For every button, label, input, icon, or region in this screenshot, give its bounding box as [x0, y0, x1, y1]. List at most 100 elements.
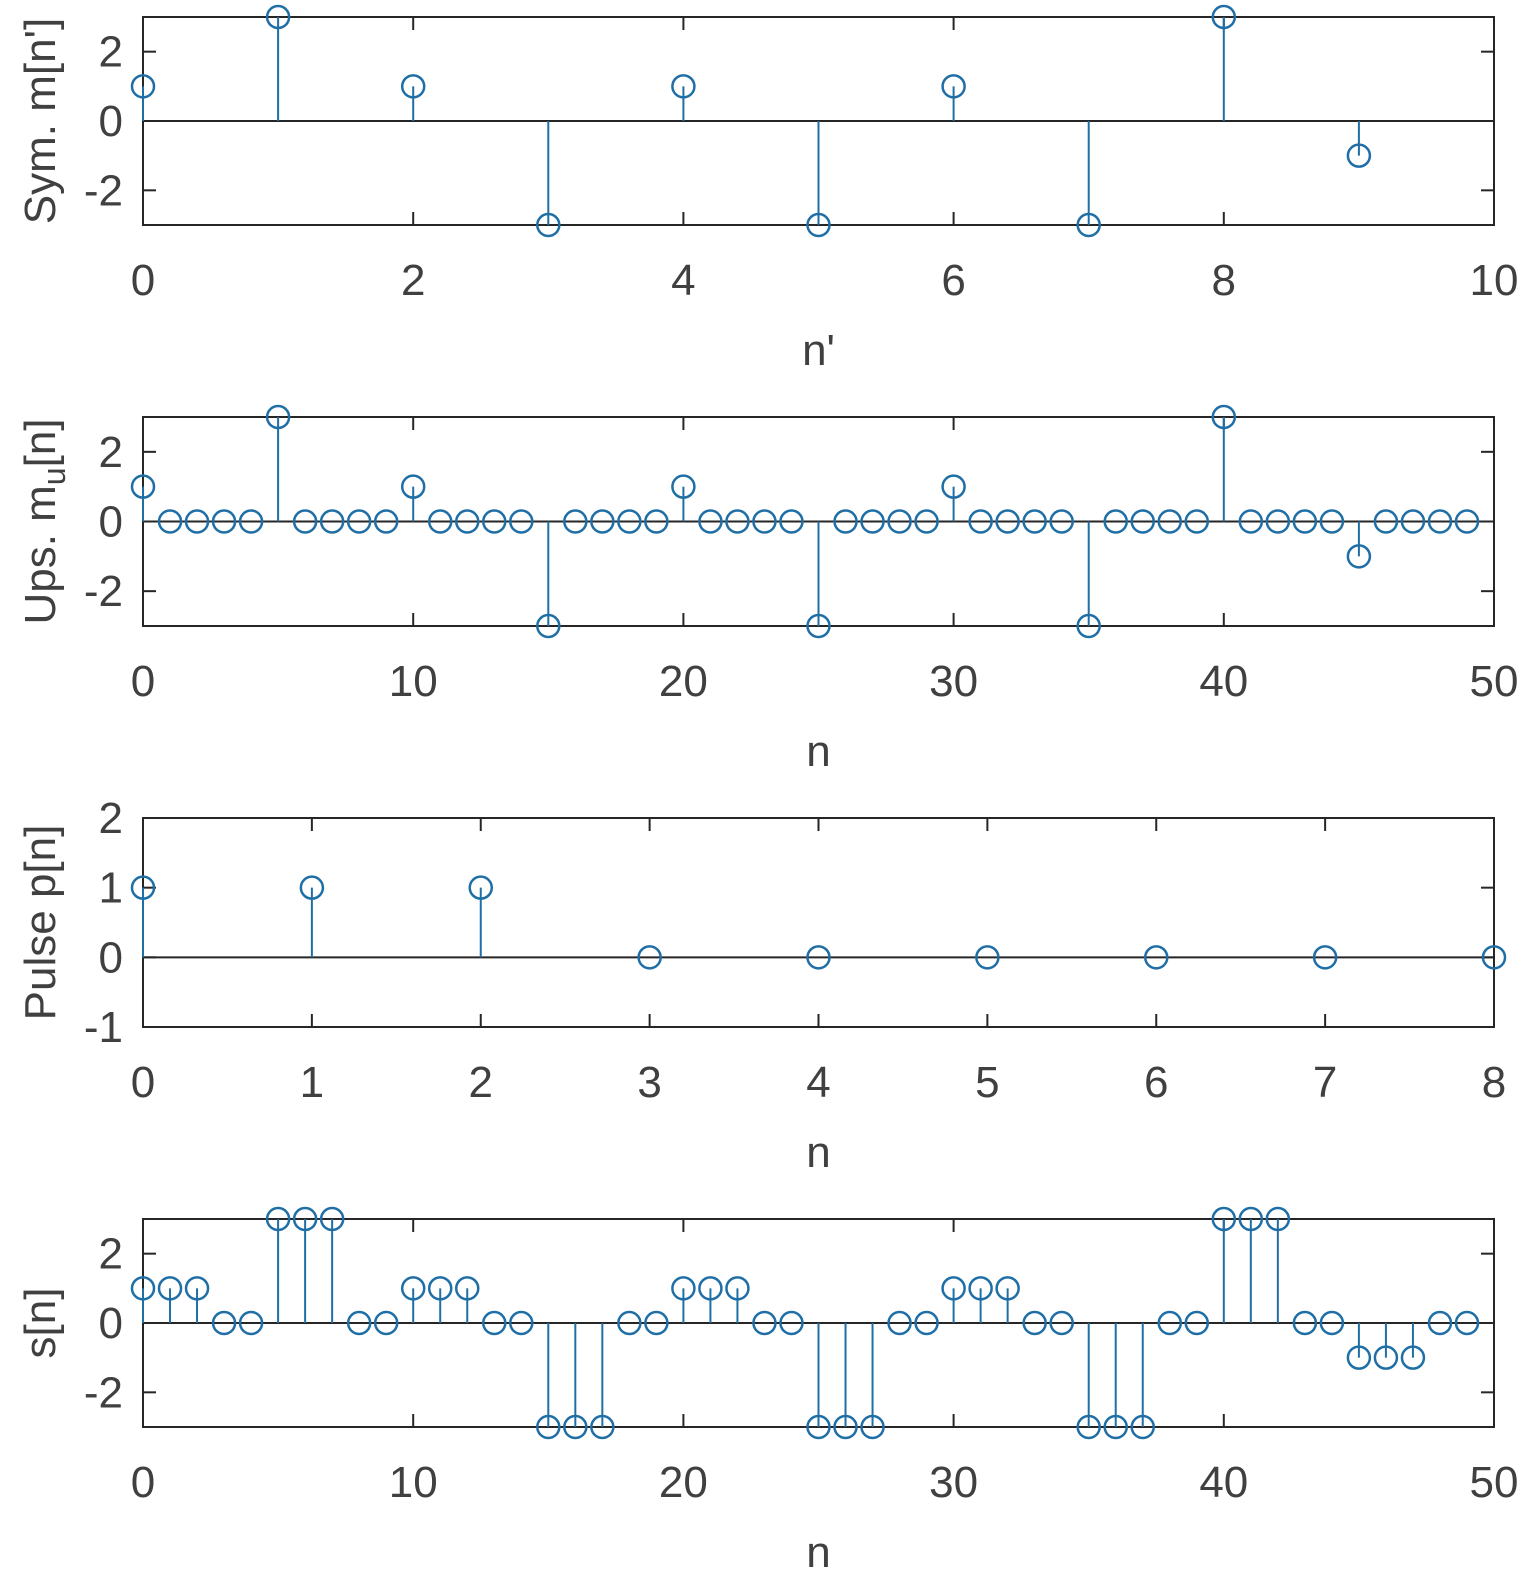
x-axis-label: n	[806, 1128, 830, 1177]
stem-marker	[130, 74, 156, 99]
x-tick-label: 50	[1470, 1458, 1519, 1507]
y-tick-label: 0	[99, 498, 123, 547]
stem-marker	[1427, 1310, 1453, 1336]
stem-marker	[292, 509, 318, 534]
x-tick-label: 30	[929, 657, 978, 706]
x-tick-label: 3	[637, 1058, 661, 1107]
y-axis-label: s[n]	[16, 1288, 65, 1359]
stem-marker	[238, 1310, 264, 1336]
stem-marker	[590, 1414, 615, 1440]
x-tick-label: 20	[659, 1458, 708, 1507]
stem-marker	[1346, 143, 1372, 168]
stem-marker	[1103, 1414, 1128, 1440]
stem-marker	[887, 509, 912, 534]
stem-marker	[887, 1310, 912, 1336]
stem-marker	[482, 509, 507, 534]
y-axis-label: Pulse p[n]	[16, 825, 65, 1021]
stem-marker	[779, 509, 804, 534]
stem-marker	[995, 509, 1020, 534]
stem-marker	[482, 1310, 507, 1336]
stem-marker	[941, 474, 966, 499]
stem-marker	[184, 509, 210, 534]
stem-marker	[1400, 1345, 1426, 1370]
stem-marker	[806, 1414, 831, 1440]
y-tick-label: -1	[84, 1003, 123, 1052]
x-tick-label: 40	[1199, 657, 1248, 706]
stem-marker	[975, 945, 1000, 970]
stem-marker	[1049, 1310, 1074, 1336]
stem-marker	[671, 74, 696, 99]
stem-marker	[1346, 544, 1372, 569]
stem-marker	[725, 1276, 750, 1301]
stem-marker	[265, 404, 291, 430]
x-tick-label: 10	[389, 1458, 438, 1507]
stem-marker	[1022, 1310, 1047, 1336]
x-tick-label: 10	[389, 657, 438, 706]
y-tick-label: 2	[99, 428, 123, 477]
x-tick-label: 0	[131, 657, 155, 706]
x-tick-label: 10	[1470, 256, 1519, 305]
stem-marker	[1481, 945, 1507, 970]
y-tick-label: -2	[84, 166, 123, 215]
stem-marker	[130, 875, 156, 900]
stem-marker	[941, 1276, 966, 1301]
x-tick-label: 20	[659, 657, 708, 706]
stem-marker	[1049, 509, 1074, 534]
x-tick-label: 50	[1470, 657, 1519, 706]
stem-marker	[637, 945, 662, 970]
stem-marker	[1265, 1206, 1291, 1232]
stem-marker	[1319, 509, 1345, 534]
y-tick-label: 0	[99, 1299, 123, 1348]
stem-marker	[536, 1414, 561, 1440]
stem-marker	[1130, 509, 1155, 534]
stem-marker	[1022, 509, 1047, 534]
stem-marker	[968, 1276, 993, 1301]
x-tick-label: 7	[1313, 1058, 1337, 1107]
stem-marker	[860, 509, 885, 534]
x-tick-label: 4	[806, 1058, 830, 1107]
x-tick-label: 8	[1212, 256, 1236, 305]
stem-marker	[1373, 1345, 1399, 1370]
x-tick-label: 30	[929, 1458, 978, 1507]
y-axis-label-suffix: [n]	[16, 418, 65, 467]
stem-marker	[806, 945, 831, 970]
stem-marker	[590, 509, 615, 534]
y-tick-label: 2	[99, 28, 123, 77]
stem-marker	[1157, 509, 1183, 534]
stem-marker	[265, 4, 291, 30]
axes-frame	[142, 817, 1495, 1028]
stem-marker	[995, 1276, 1020, 1301]
x-tick-label: 0	[131, 1458, 155, 1507]
stem-marker	[806, 613, 831, 639]
stem-marker	[1292, 509, 1318, 534]
y-tick-label: -2	[84, 1368, 123, 1417]
stem-marker	[468, 875, 493, 900]
stem-marker	[400, 474, 426, 499]
stem-marker	[509, 509, 534, 534]
y-axis-label-text: Sym. m[n']	[16, 18, 65, 224]
stem-marker	[1157, 1310, 1183, 1336]
stem-marker	[184, 1276, 210, 1301]
x-tick-label: 4	[671, 256, 695, 305]
x-tick-label: 6	[941, 256, 965, 305]
stem-marker	[346, 509, 372, 534]
x-axis-label: n	[806, 727, 830, 776]
x-tick-label: 0	[131, 256, 155, 305]
stem-marker	[509, 1310, 534, 1336]
stem-marker	[914, 1310, 939, 1336]
stem-marker	[806, 212, 831, 238]
x-tick-label: 2	[469, 1058, 493, 1107]
stem-marker	[698, 1276, 723, 1301]
stem-marker	[671, 474, 696, 499]
stem-marker	[968, 509, 993, 534]
stem-marker	[941, 74, 966, 99]
stem-marker	[1454, 1310, 1480, 1336]
stem-marker	[400, 1276, 426, 1301]
stem-marker	[319, 509, 345, 534]
stem-marker	[644, 1310, 669, 1336]
